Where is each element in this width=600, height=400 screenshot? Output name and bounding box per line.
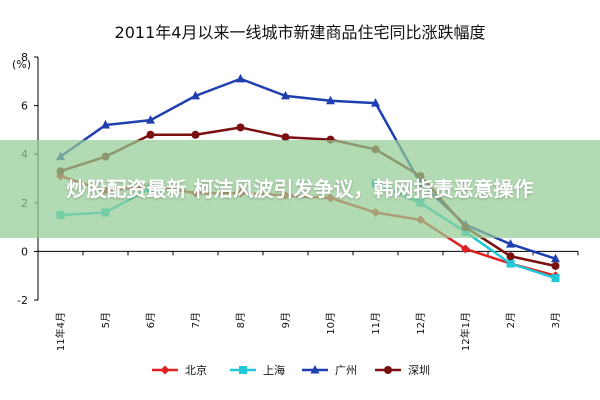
x-tick-label: 6月 — [145, 312, 157, 328]
data-point — [506, 239, 515, 248]
data-point — [506, 259, 515, 268]
x-tick-label: 2月 — [505, 312, 517, 328]
data-point — [146, 115, 155, 124]
data-point — [281, 90, 290, 100]
legend-marker — [160, 365, 170, 375]
y-tick-label: 0 — [21, 245, 28, 258]
x-tick-label: 11年4月 — [54, 312, 67, 351]
x-tick-label: 5月 — [100, 312, 112, 328]
data-point — [101, 120, 110, 129]
y-tick-label: 8 — [21, 51, 28, 64]
x-tick-label: 9月 — [280, 312, 292, 328]
y-tick-label: 6 — [21, 100, 28, 113]
data-point — [326, 95, 335, 105]
data-point — [146, 130, 155, 139]
y-axis-label: (%) — [12, 58, 31, 71]
x-tick-label: 8月 — [235, 312, 247, 328]
legend-item: 北京 — [152, 363, 207, 377]
legend: 北京 上海 广州 深圳 — [152, 363, 430, 377]
legend-label: 北京 — [185, 363, 207, 377]
y-tick-label: -2 — [17, 294, 28, 307]
x-tick-label: 3月 — [550, 312, 562, 328]
data-point — [281, 133, 290, 142]
banner-text: 炒股配资最新 柯洁风波引发争议，韩网指责恶意操作 — [66, 177, 534, 201]
data-point — [461, 244, 470, 254]
data-point — [551, 253, 560, 263]
legend-marker — [239, 366, 247, 374]
data-point — [236, 123, 245, 132]
data-point — [506, 252, 515, 261]
overlay-banner[interactable]: 炒股配资最新 柯洁风波引发争议，韩网指责恶意操作 — [0, 140, 600, 238]
x-tick-label: 12年1月 — [459, 312, 472, 351]
legend-label: 上海 — [263, 363, 285, 377]
legend-item: 上海 — [230, 363, 285, 377]
chart-title: 2011年4月以来一线城市新建商品住宅同比涨跌幅度 — [115, 23, 486, 42]
legend-marker — [310, 365, 320, 374]
x-tick-label: 10月 — [325, 312, 337, 335]
x-tick-label: 7月 — [190, 312, 202, 328]
data-point — [551, 261, 560, 270]
axes: -20246811年4月5月6月7月8月9月10月11月12月12年1月2月3月 — [17, 51, 579, 351]
data-point — [191, 90, 200, 100]
legend-marker — [384, 366, 392, 374]
data-point — [191, 130, 200, 139]
data-point — [551, 274, 560, 283]
legend-item: 广州 — [302, 364, 357, 377]
legend-label: 广州 — [335, 364, 357, 377]
data-point — [371, 98, 380, 107]
legend-label: 深圳 — [408, 364, 430, 377]
data-point — [236, 73, 245, 83]
x-tick-label: 12月 — [415, 312, 427, 335]
x-tick-label: 11月 — [370, 312, 382, 335]
legend-item: 深圳 — [375, 364, 430, 377]
